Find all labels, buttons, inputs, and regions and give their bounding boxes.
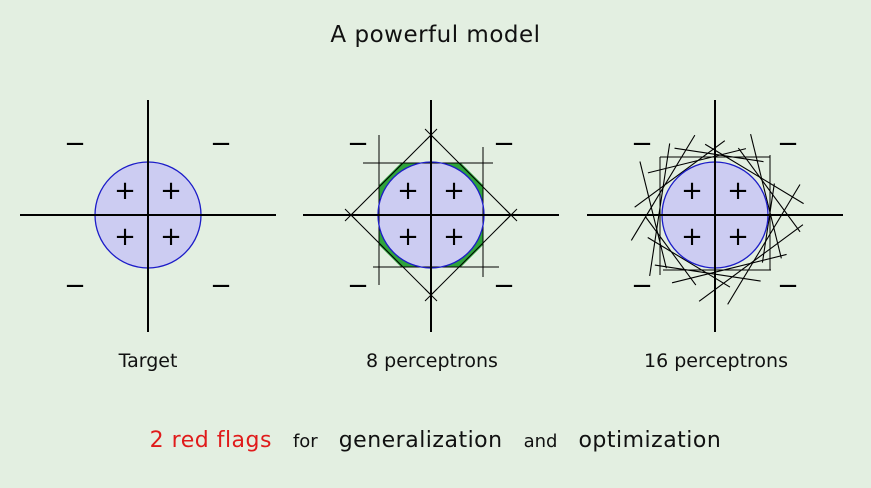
perceptron-line — [430, 214, 512, 296]
plus-symbol: + — [397, 222, 419, 252]
plus-symbol: + — [160, 176, 182, 206]
perceptron-line — [350, 214, 432, 296]
perceptron-line — [430, 134, 512, 216]
perceptron-line — [647, 148, 747, 174]
caption-16-perceptrons: 16 perceptrons — [644, 350, 788, 372]
caption-target: Target — [118, 350, 178, 372]
minus-symbol: − — [777, 271, 799, 301]
perceptron-line — [350, 134, 432, 216]
minus-symbol: − — [493, 271, 515, 301]
minus-symbol: − — [347, 271, 369, 301]
minus-symbol: − — [777, 129, 799, 159]
perceptron-line — [647, 237, 731, 288]
generalization-text: generalization — [338, 428, 503, 453]
red-flags-text: 2 red flags — [149, 428, 272, 453]
plus-symbol: + — [727, 222, 749, 252]
perceptron-line — [674, 147, 764, 163]
optimization-text: optimization — [578, 428, 722, 453]
perceptron-line — [704, 143, 804, 205]
plus-symbol: + — [727, 176, 749, 206]
perceptron-line — [750, 133, 782, 259]
footer-line: 2 red flags for generalization and optim… — [0, 428, 871, 453]
plus-symbol: + — [114, 176, 136, 206]
plus-symbol: + — [443, 222, 465, 252]
perceptron-line — [630, 134, 696, 241]
plus-symbol: + — [443, 176, 465, 206]
and-text: and — [523, 431, 558, 452]
minus-symbol: − — [631, 129, 653, 159]
minus-symbol: − — [631, 271, 653, 301]
plus-symbol: + — [681, 176, 703, 206]
perceptron-line — [737, 147, 801, 233]
for-text: for — [292, 431, 318, 452]
plus-symbol: + — [397, 176, 419, 206]
minus-symbol: − — [64, 271, 86, 301]
plus-symbol: + — [681, 222, 703, 252]
slide-title: A powerful model — [330, 22, 541, 48]
minus-symbol: − — [64, 129, 86, 159]
minus-symbol: − — [210, 129, 232, 159]
perceptron-line — [634, 140, 726, 208]
perceptron-line — [727, 184, 801, 305]
plus-symbol: + — [114, 222, 136, 252]
perceptron-line — [761, 183, 775, 263]
minus-symbol: − — [493, 129, 515, 159]
minus-symbol: − — [210, 271, 232, 301]
perceptron-line — [644, 216, 697, 286]
plus-symbol: + — [160, 222, 182, 252]
minus-symbol: − — [347, 129, 369, 159]
caption-8-perceptrons: 8 perceptrons — [366, 350, 498, 372]
